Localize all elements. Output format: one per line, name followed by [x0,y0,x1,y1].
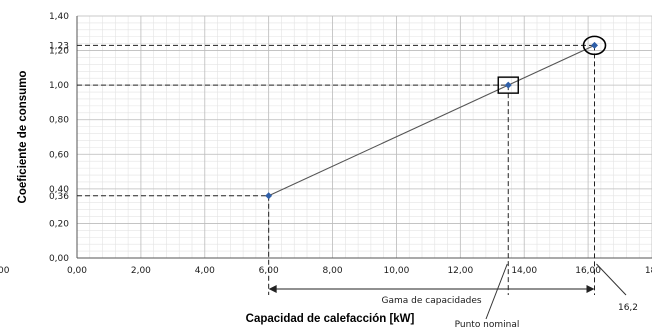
y-tick-label: 0,60 [49,150,69,160]
data-point [591,41,598,49]
nominal-point-box [497,76,519,94]
nominal-label: Punto nominal [455,320,520,329]
y-tick-label: 1,40 [49,12,69,22]
y-extra-tick-label: 0,36 [49,192,69,202]
max-value-label: 16,2 [618,303,638,313]
left-edge-fragment: 00 [0,266,10,276]
x-tick-label: 6,00 [259,266,279,276]
y-axis-title: Coeficiente de consumo [17,71,29,204]
y-extra-tick-label: 1,23 [49,41,69,51]
y-tick-label: 0,00 [49,254,69,264]
y-tick-label: 0,20 [49,219,69,229]
nominal-pointer-line [485,263,508,320]
x-tick-label: 0,00 [67,266,87,276]
x-tick-label: 8,00 [323,266,343,276]
tick-labels: 0,00 2,00 4,00 6,00 8,00 10,00 12,00 14,00 16,00… [0,12,652,276]
annotations: Gama de capacidades Punto nominal 16,2 [268,35,638,329]
y-tick-label: 1,00 [49,81,69,91]
x-tick-label: 14,00 [511,266,537,276]
x-tick-label: 12,00 [447,266,473,276]
data-point [265,192,273,200]
data-point [504,81,512,89]
axes [76,16,652,259]
y-tick-label: 0,40 [49,185,69,195]
dashed-guides [77,44,595,295]
x-axis-title: Capacidad de calefacción [kW] [246,313,415,325]
range-arrow-head-left [268,285,277,293]
grid-lines [76,15,652,259]
x-tick-label: 18, [645,266,652,276]
max-pointer-line [596,263,627,296]
y-tick-label: 0,80 [49,116,69,126]
data-series [265,41,598,200]
range-label: Gama de capacidades [382,296,482,306]
series-line [268,44,595,197]
max-point-circle [582,35,607,56]
range-arrow-head-right [586,285,595,293]
x-tick-label: 10,00 [384,266,410,276]
x-tick-label: 16,00 [575,266,601,276]
x-tick-label: 2,00 [131,266,151,276]
x-tick-label: 4,00 [195,266,215,276]
y-tick-label: 1,20 [49,47,69,57]
